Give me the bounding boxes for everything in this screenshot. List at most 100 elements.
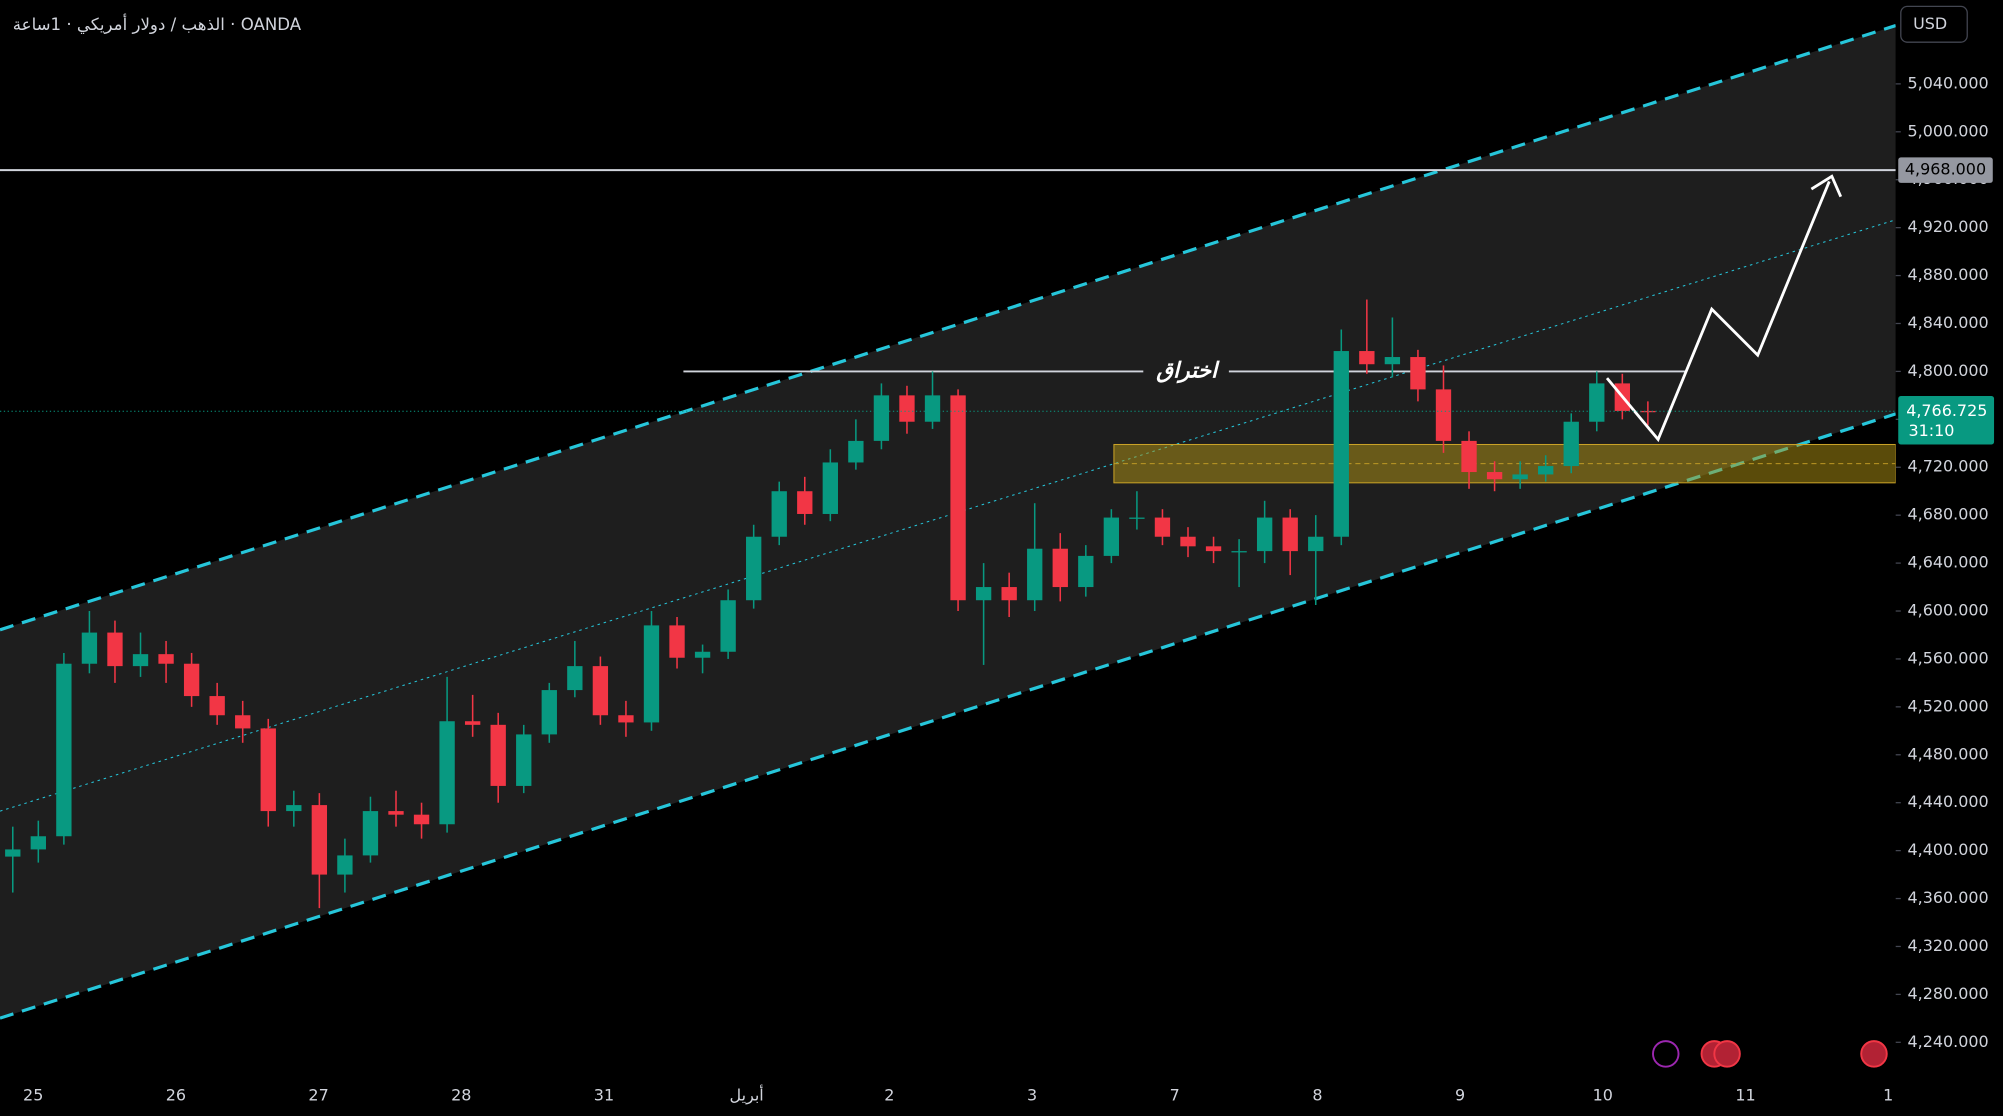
candle-body	[899, 395, 915, 422]
candle-body	[1103, 517, 1120, 556]
y-tick-label: 4,600.000	[1907, 601, 1988, 620]
y-tick-label: 4,560.000	[1907, 648, 1988, 667]
candle-body	[362, 811, 379, 856]
y-tick-label: 4,840.000	[1907, 313, 1988, 332]
x-tick-label: 28	[451, 1086, 471, 1105]
y-tick-label: 4,240.000	[1907, 1032, 1988, 1051]
candle-body	[1461, 440, 1477, 473]
projection-path	[1605, 180, 1831, 443]
candle-body	[1154, 517, 1171, 537]
x-tick-label: 31	[594, 1086, 614, 1105]
candle-body	[1129, 517, 1145, 519]
price-level-badge	[1898, 157, 1993, 183]
candle-body	[158, 654, 174, 664]
y-tick-label: 4,880.000	[1907, 265, 1988, 284]
candle-body	[1538, 466, 1554, 475]
candle-body	[413, 814, 430, 825]
y-tick-label: 5,000.000	[1907, 121, 1988, 140]
price-axis-panel	[1895, 0, 2003, 1116]
candle-body	[56, 663, 72, 837]
currency-button[interactable]	[1900, 5, 1968, 43]
candle-body	[490, 724, 506, 786]
candle-body	[1410, 357, 1426, 390]
candle-body	[1333, 351, 1349, 537]
y-tick-label: 4,720.000	[1907, 457, 1988, 476]
candle-body	[1589, 383, 1605, 422]
last-price-label: 4,766.725	[1906, 401, 1987, 420]
candle-body	[30, 836, 46, 850]
candle-body	[464, 721, 481, 725]
projection-arrowhead	[1810, 174, 1843, 198]
last-price-badge	[1898, 395, 1995, 445]
candle-body	[1435, 389, 1452, 441]
candle-body	[1486, 472, 1503, 480]
x-tick-label: 25	[23, 1086, 43, 1105]
x-tick-label: 7	[1170, 1086, 1180, 1105]
candle-body	[1512, 474, 1528, 480]
y-tick-label: 4,280.000	[1907, 984, 1988, 1003]
x-tick-label: 10	[1593, 1086, 1613, 1105]
candle-body	[1180, 536, 1196, 547]
event-icon	[1652, 1040, 1680, 1068]
x-tick-label: 9	[1455, 1086, 1465, 1105]
candle-body	[975, 587, 992, 601]
candle-body	[1027, 548, 1043, 601]
candle-body	[388, 811, 404, 815]
candle-body	[822, 462, 838, 514]
y-tick-label: 4,480.000	[1907, 744, 1988, 763]
candle-body	[311, 805, 328, 875]
candle-body	[260, 728, 276, 812]
y-tick-label: 4,680.000	[1907, 505, 1988, 524]
candle-body	[439, 721, 455, 825]
x-tick-label: 26	[166, 1086, 186, 1105]
candle-body	[567, 666, 583, 691]
x-tick-label: 3	[1027, 1086, 1037, 1105]
candle-body	[924, 395, 941, 422]
y-tick-label: 4,360.000	[1907, 888, 1988, 907]
currency: USD	[1913, 14, 1947, 33]
candle-body	[950, 395, 966, 601]
y-tick-label: 4,440.000	[1907, 792, 1988, 811]
candle-body	[337, 855, 353, 875]
candle-body	[1359, 351, 1375, 365]
event-icon	[1860, 1040, 1888, 1068]
candle-body	[1256, 517, 1273, 552]
candle-body	[1052, 548, 1068, 588]
annotation: اختراق	[1156, 358, 1220, 383]
candle-body	[1231, 551, 1247, 553]
candle-body	[516, 734, 532, 786]
event-icon	[1713, 1040, 1741, 1068]
candle-body	[235, 715, 251, 729]
candle-body	[1078, 555, 1094, 588]
y-tick-label: 5,040.000	[1907, 73, 1988, 92]
candle-body	[541, 690, 557, 735]
chart-title: الذهب / دولار أمريكي · 1ساعة · OANDA	[13, 13, 302, 35]
candle-body	[873, 395, 890, 441]
x-tick-label: 11	[1735, 1086, 1755, 1105]
candle-body	[1384, 357, 1401, 365]
candle-body	[81, 632, 98, 664]
plot: اختراق	[0, 169, 1897, 909]
y-tick-label: 4,800.000	[1907, 361, 1988, 380]
candle-body	[1205, 546, 1222, 552]
y-tick-label: 4,640.000	[1907, 553, 1988, 572]
candle-body	[209, 696, 225, 716]
x-tick-label: 27	[308, 1086, 328, 1105]
candle-body	[1282, 517, 1298, 552]
candle-body	[1563, 421, 1579, 467]
x-tick-label: أبريل	[730, 1085, 764, 1106]
channel-mid	[0, 219, 1896, 812]
channel-fill	[0, 25, 1896, 1019]
candle-body	[746, 536, 762, 601]
y-tick-label: 4,520.000	[1907, 696, 1988, 715]
x-tick-label: 1	[1883, 1086, 1893, 1105]
y-tick-label: 4,320.000	[1907, 936, 1988, 955]
candle-body	[286, 805, 302, 812]
channel-upper	[0, 24, 1897, 632]
countdown: 31:10	[1908, 421, 1954, 440]
candle-body	[1308, 536, 1324, 552]
candle-body	[618, 715, 634, 723]
candle-body	[694, 651, 711, 658]
